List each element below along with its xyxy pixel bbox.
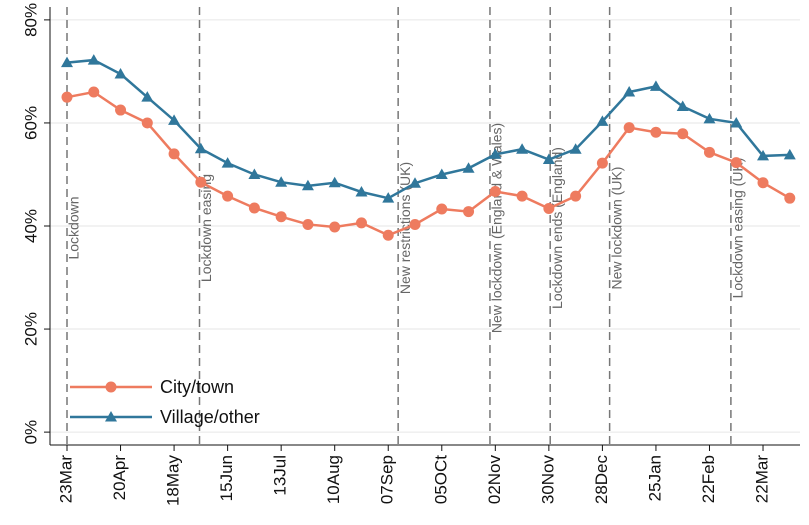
point: [328, 176, 341, 188]
point: [783, 148, 796, 160]
x-tick-label: 02Nov: [485, 455, 504, 505]
point: [409, 177, 422, 188]
legend-label: Village/other: [160, 407, 260, 427]
point: [61, 91, 73, 103]
point: [462, 162, 475, 173]
point: [382, 192, 395, 203]
point: [757, 149, 770, 161]
x-tick-label: 22Feb: [699, 455, 718, 503]
point: [61, 56, 73, 68]
point: [649, 80, 662, 91]
y-tick-label: 20%: [21, 312, 40, 346]
event-label: New lockdown (UK): [608, 167, 624, 290]
x-tick-label: 05OCt: [431, 455, 450, 504]
x-tick-label: 18May: [164, 455, 183, 507]
x-tick-label: 10Aug: [324, 455, 343, 504]
point: [623, 86, 636, 97]
point: [730, 157, 742, 169]
point: [275, 176, 288, 187]
point: [543, 202, 555, 214]
point: [355, 217, 367, 229]
y-tick-label: 80%: [21, 3, 40, 37]
y-tick-label: 60%: [21, 106, 40, 140]
point: [516, 143, 529, 154]
point: [355, 185, 368, 197]
point: [222, 190, 234, 202]
legend-marker: [105, 411, 117, 422]
point: [88, 86, 100, 98]
point: [650, 126, 662, 138]
event-label: New lockdown (England & Wales): [489, 123, 505, 333]
point: [195, 176, 207, 188]
point: [784, 192, 796, 204]
point: [623, 122, 635, 134]
point: [596, 115, 609, 126]
point: [248, 202, 260, 214]
y-tick-label: 0%: [21, 420, 40, 445]
point: [141, 117, 153, 129]
x-tick-label: 30Nov: [538, 455, 557, 505]
point: [168, 148, 180, 160]
legend-marker: [105, 381, 117, 393]
legend-label: City/town: [160, 377, 234, 397]
series-line: [66, 58, 790, 200]
x-tick-label: 20Apr: [110, 455, 129, 501]
point: [329, 221, 341, 233]
point: [275, 211, 287, 223]
point: [248, 168, 261, 179]
point: [194, 142, 207, 154]
x-tick-label: 07Sep: [378, 455, 397, 504]
x-tick-label: 28Dec: [592, 455, 611, 505]
point: [221, 157, 234, 168]
point: [596, 157, 608, 169]
point: [141, 91, 154, 102]
point: [676, 100, 689, 111]
point: [302, 218, 314, 230]
series-line: [66, 90, 791, 237]
x-tick-label: 25Jan: [645, 455, 664, 501]
x-tick-label: 23Mar: [56, 455, 75, 504]
point: [570, 190, 582, 202]
point: [703, 112, 716, 124]
point: [730, 116, 743, 128]
point: [516, 190, 528, 202]
event-label: Lockdown easing: [198, 174, 214, 282]
point: [463, 206, 475, 218]
point: [301, 179, 314, 191]
x-tick-label: 13Jul: [271, 455, 290, 496]
point: [115, 104, 127, 116]
point: [542, 153, 555, 165]
point: [757, 177, 769, 189]
point: [489, 148, 502, 159]
point: [87, 54, 100, 65]
point: [677, 128, 689, 140]
point: [382, 229, 394, 241]
x-tick-label: 15Jun: [217, 455, 236, 501]
event-label: Lockdown easing (UK): [730, 158, 746, 299]
event-label: Lockdown ends (England): [549, 147, 565, 309]
point: [435, 168, 448, 179]
x-tick-label: 22Mar: [753, 455, 772, 504]
event-label: Lockdown: [66, 196, 82, 259]
point: [489, 185, 501, 197]
point: [436, 203, 448, 215]
point: [703, 146, 715, 158]
y-tick-label: 40%: [21, 209, 40, 243]
point: [168, 114, 181, 125]
point: [409, 218, 421, 230]
point: [114, 67, 127, 79]
point: [569, 143, 582, 154]
